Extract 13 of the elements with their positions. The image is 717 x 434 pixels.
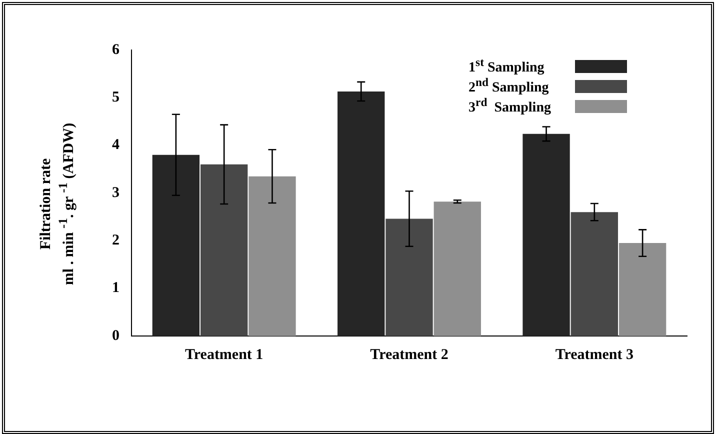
x-tick-label: Treatment 3	[555, 346, 634, 363]
y-tick-label: 2	[112, 232, 120, 249]
x-tick-label: Treatment 2	[370, 346, 448, 363]
legend-label: 2$^{nd}$ Sampling	[468, 76, 549, 96]
legend-label: 1$^{st}$ Sampling	[468, 56, 544, 76]
y-tick-label: 1	[112, 280, 120, 296]
y-tick-label: 3	[112, 184, 120, 201]
y-tick-label: 0	[112, 328, 120, 344]
x-tick-label: Treatment 1	[184, 346, 264, 363]
y-tick-label: 4	[112, 137, 120, 154]
y-tick-label: 6	[112, 42, 120, 58]
y-tick-label: 5	[112, 90, 120, 106]
legend-label: 3$^{rd}$ Sampling	[468, 96, 551, 116]
